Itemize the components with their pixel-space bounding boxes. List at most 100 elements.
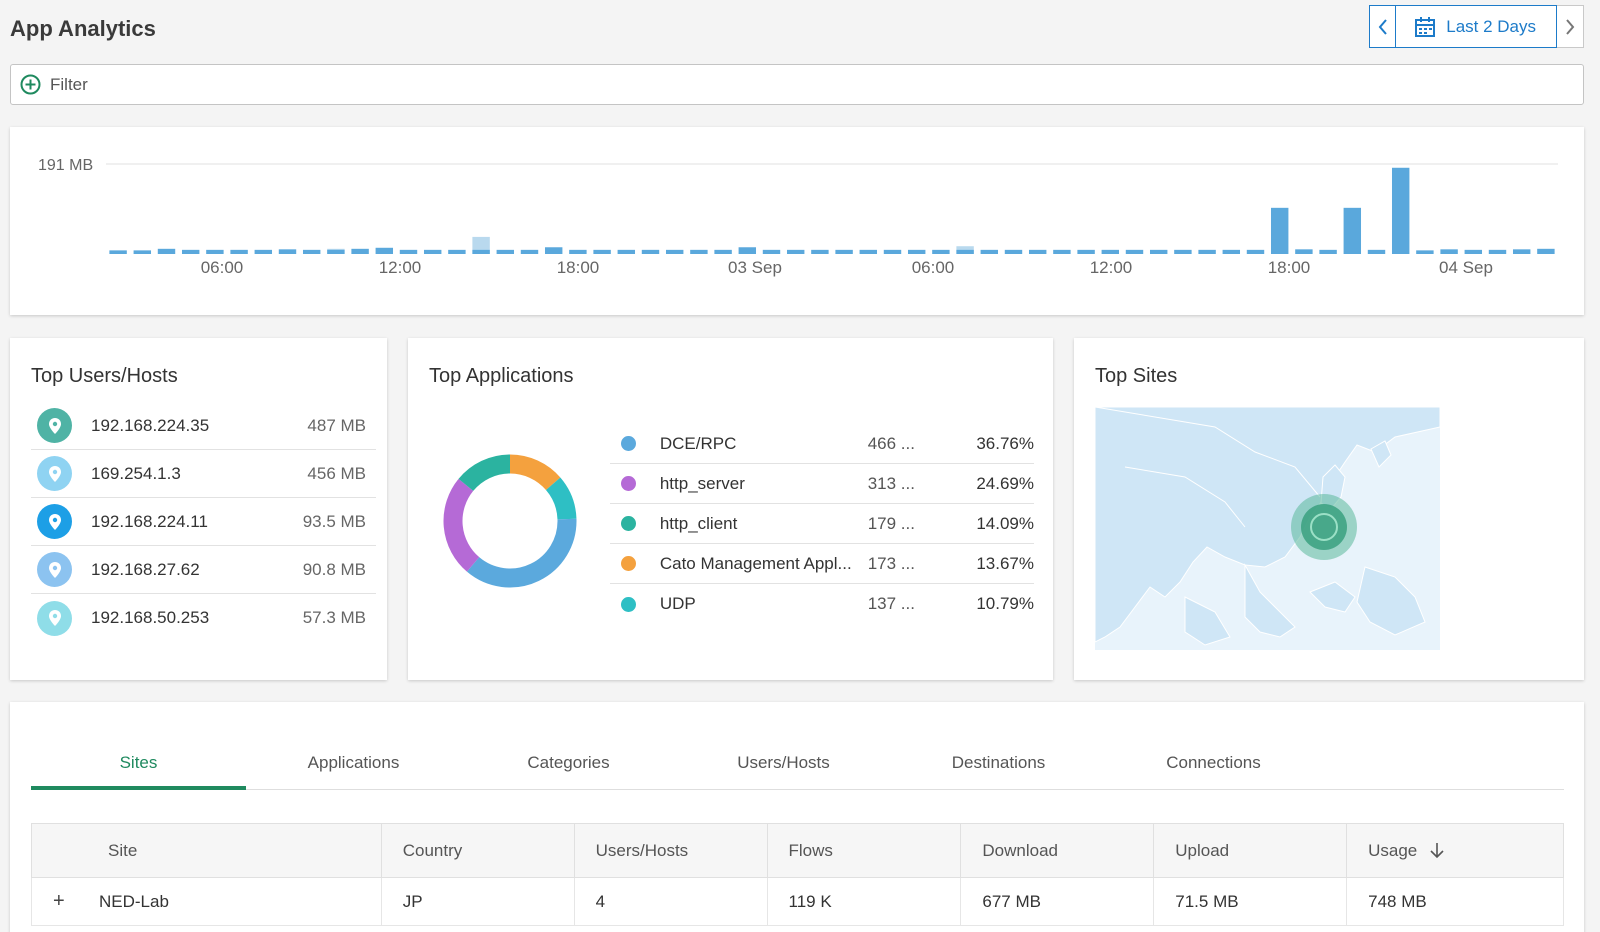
chart-bar[interactable] — [811, 249, 829, 254]
column-header-flows[interactable]: Flows — [766, 823, 962, 878]
tab-users-hosts[interactable]: Users/Hosts — [737, 753, 830, 772]
donut-slice-http-client[interactable] — [458, 454, 511, 492]
chart-bar[interactable] — [690, 249, 708, 254]
chart-bar[interactable] — [932, 249, 950, 254]
chart-bar[interactable] — [181, 249, 200, 254]
chart-bar[interactable] — [883, 249, 902, 254]
chart-bar[interactable] — [351, 248, 369, 254]
table-row[interactable]: + NED-Lab JP 4 119 K 677 MB 71.5 MB 748 M… — [31, 877, 1564, 926]
chart-bar[interactable] — [1295, 249, 1313, 254]
list-item[interactable]: 192.168.224.35 487 MB — [31, 402, 376, 450]
chart-bar[interactable] — [423, 249, 442, 254]
column-header-site[interactable]: Site — [31, 823, 382, 878]
filter-bar[interactable]: Filter — [10, 64, 1584, 105]
chart-bar[interactable] — [665, 249, 684, 254]
chart-bar[interactable] — [1125, 249, 1144, 254]
chart-bar[interactable] — [302, 249, 321, 254]
list-item[interactable]: http_client 179 ... 14.09% — [610, 504, 1034, 544]
donut-slice-dce-rpc[interactable] — [466, 518, 577, 588]
chart-bar[interactable] — [1004, 249, 1023, 254]
column-header-download[interactable]: Download — [960, 823, 1155, 878]
chart-bar[interactable] — [1391, 167, 1410, 254]
chart-bar-overlay[interactable] — [472, 236, 490, 254]
chart-bar[interactable] — [1028, 249, 1047, 254]
chart-bar[interactable] — [617, 249, 636, 254]
list-item[interactable]: Cato Management Appl... 173 ... 13.67% — [610, 544, 1034, 584]
chart-bar[interactable] — [1343, 207, 1362, 254]
chart-bar[interactable] — [375, 247, 394, 254]
list-item[interactable]: 192.168.50.253 57.3 MB — [31, 594, 376, 642]
chart-bar[interactable] — [1319, 249, 1337, 254]
list-item[interactable]: DCE/RPC 466 ... 36.76% — [610, 424, 1034, 464]
chart-bar[interactable] — [1077, 249, 1095, 254]
chart-bar[interactable] — [980, 249, 999, 254]
chart-bar[interactable] — [956, 249, 974, 254]
chart-bar[interactable] — [569, 249, 587, 254]
site-marker[interactable] — [1310, 513, 1338, 541]
column-header-users-hosts[interactable]: Users/Hosts — [573, 823, 768, 878]
chart-bar[interactable] — [1246, 249, 1265, 254]
chart-bar[interactable] — [1222, 249, 1241, 254]
chart-bar[interactable] — [1440, 249, 1458, 254]
chart-bar[interactable] — [1512, 249, 1531, 254]
donut-slice-cato-management-appl-[interactable] — [509, 454, 561, 491]
expand-row-icon[interactable]: + — [53, 890, 65, 912]
tab-sites[interactable]: Sites — [31, 740, 246, 790]
chart-bar[interactable] — [399, 249, 418, 254]
chart-bar[interactable] — [496, 249, 515, 254]
chart-bar[interactable] — [1101, 249, 1120, 254]
chart-bar[interactable] — [786, 249, 805, 254]
chart-bar[interactable] — [206, 249, 224, 254]
tab-applications[interactable]: Applications — [307, 753, 400, 772]
chart-bar[interactable] — [738, 247, 757, 254]
chart-bar[interactable] — [859, 249, 878, 254]
chart-bar[interactable] — [907, 249, 926, 254]
date-range-button[interactable]: Last 2 Days — [1396, 5, 1557, 48]
donut-slice-udp[interactable] — [545, 477, 577, 520]
chart-bar[interactable] — [1270, 207, 1289, 254]
chart-bar[interactable] — [1488, 249, 1507, 254]
chart-bar[interactable] — [641, 249, 660, 254]
column-header-country[interactable]: Country — [380, 823, 575, 878]
tab-categories[interactable]: Categories — [527, 753, 610, 772]
column-header-upload[interactable]: Upload — [1153, 823, 1348, 878]
previous-range-button[interactable] — [1369, 5, 1397, 48]
chart-bar[interactable] — [762, 249, 781, 254]
chart-bar[interactable] — [1416, 250, 1434, 254]
chart-bar[interactable] — [835, 249, 853, 254]
chart-bar[interactable] — [544, 247, 563, 254]
sites-map[interactable] — [1095, 407, 1440, 650]
add-filter-icon[interactable] — [20, 74, 41, 95]
chart-bar[interactable] — [133, 250, 152, 254]
chart-bar[interactable] — [1537, 248, 1555, 254]
chart-bar[interactable] — [1367, 249, 1386, 254]
list-item[interactable]: http_server 313 ... 24.69% — [610, 464, 1034, 504]
list-item[interactable]: UDP 137 ... 10.79% — [610, 584, 1034, 624]
list-item[interactable]: 192.168.224.11 93.5 MB — [31, 498, 376, 546]
tab-destinations[interactable]: Destinations — [951, 753, 1046, 772]
chart-bar[interactable] — [327, 249, 345, 254]
column-header-usage[interactable]: Usage — [1346, 823, 1564, 878]
chart-bar[interactable] — [109, 250, 127, 254]
chart-bar[interactable] — [472, 249, 490, 254]
chart-bar[interactable] — [593, 249, 611, 254]
chart-bar[interactable] — [714, 249, 732, 254]
list-item[interactable]: 192.168.27.62 90.8 MB — [31, 546, 376, 594]
list-item[interactable]: 169.254.1.3 456 MB — [31, 450, 376, 498]
chart-bar[interactable] — [448, 249, 466, 254]
chart-bar[interactable] — [157, 248, 176, 254]
app-name: DCE/RPC — [659, 433, 737, 453]
chart-bar[interactable] — [1149, 249, 1168, 254]
chart-bar[interactable] — [1198, 249, 1216, 254]
donut-slice-http-server[interactable] — [443, 478, 480, 572]
chart-bar[interactable] — [254, 249, 273, 254]
chart-bar[interactable] — [1464, 249, 1483, 254]
tab-connections[interactable]: Connections — [1166, 753, 1261, 772]
chart-bar[interactable] — [1053, 249, 1071, 254]
chart-bar[interactable] — [1174, 249, 1192, 254]
app-usage: 313 ... — [867, 473, 915, 493]
chart-bar[interactable] — [520, 249, 539, 254]
chart-bar[interactable] — [278, 249, 297, 254]
chart-bar[interactable] — [230, 249, 248, 254]
next-range-button[interactable] — [1557, 5, 1584, 48]
